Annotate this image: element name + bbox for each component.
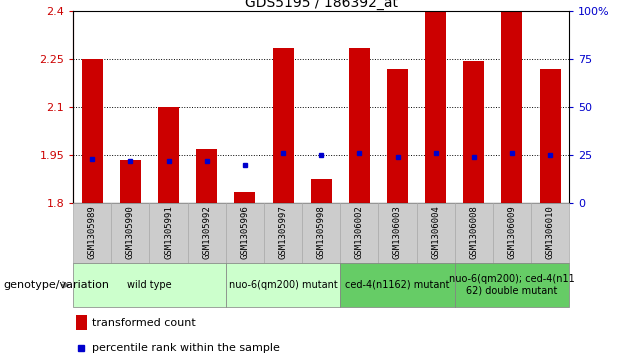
Text: GSM1305998: GSM1305998 (317, 205, 326, 259)
Bar (540, 69, 561, 203)
Text: percentile rank within the sample: percentile rank within the sample (92, 343, 280, 353)
Text: GSM1305991: GSM1305991 (164, 205, 173, 259)
Text: nuo-6(qm200); ced-4(n11
62) double mutant: nuo-6(qm200); ced-4(n11 62) double mutan… (449, 274, 575, 296)
Bar (463, 61, 485, 203)
Bar (311, 179, 332, 203)
Bar (417, 203, 455, 263)
Text: GSM1306003: GSM1306003 (393, 205, 402, 259)
Bar (340, 263, 455, 307)
Text: GSM1306002: GSM1306002 (355, 205, 364, 259)
Text: GSM1305997: GSM1305997 (279, 205, 287, 259)
Bar (455, 203, 493, 263)
Text: ced-4(n1162) mutant: ced-4(n1162) mutant (345, 280, 450, 290)
Bar (273, 48, 294, 203)
Title: GDS5195 / 186392_at: GDS5195 / 186392_at (245, 0, 398, 10)
Bar (197, 149, 218, 203)
Bar (302, 203, 340, 263)
Bar (73, 203, 111, 263)
Bar (226, 263, 340, 307)
Bar (425, 11, 446, 203)
Bar (188, 203, 226, 263)
Text: wild type: wild type (127, 280, 172, 290)
Text: transformed count: transformed count (92, 318, 196, 328)
Text: GSM1305996: GSM1305996 (240, 205, 249, 259)
Bar (76, 315, 86, 330)
Bar (455, 263, 569, 307)
Bar (387, 69, 408, 203)
Bar (531, 203, 569, 263)
Text: GSM1305992: GSM1305992 (202, 205, 211, 259)
Text: GSM1306004: GSM1306004 (431, 205, 440, 259)
Text: GSM1305989: GSM1305989 (88, 205, 97, 259)
Bar (340, 203, 378, 263)
Text: nuo-6(qm200) mutant: nuo-6(qm200) mutant (229, 280, 337, 290)
Text: GSM1305990: GSM1305990 (126, 205, 135, 259)
Bar (501, 11, 523, 203)
Text: GSM1306008: GSM1306008 (469, 205, 478, 259)
Bar (264, 203, 302, 263)
Text: GSM1306009: GSM1306009 (508, 205, 516, 259)
Text: GSM1306010: GSM1306010 (546, 205, 555, 259)
Bar (158, 107, 179, 203)
Bar (73, 263, 226, 307)
Bar (493, 203, 531, 263)
Bar (81, 59, 103, 203)
Bar (111, 203, 149, 263)
Bar (378, 203, 417, 263)
Bar (235, 192, 256, 203)
Bar (226, 203, 264, 263)
Bar (120, 160, 141, 203)
Text: genotype/variation: genotype/variation (3, 280, 109, 290)
Bar (149, 203, 188, 263)
Bar (349, 48, 370, 203)
